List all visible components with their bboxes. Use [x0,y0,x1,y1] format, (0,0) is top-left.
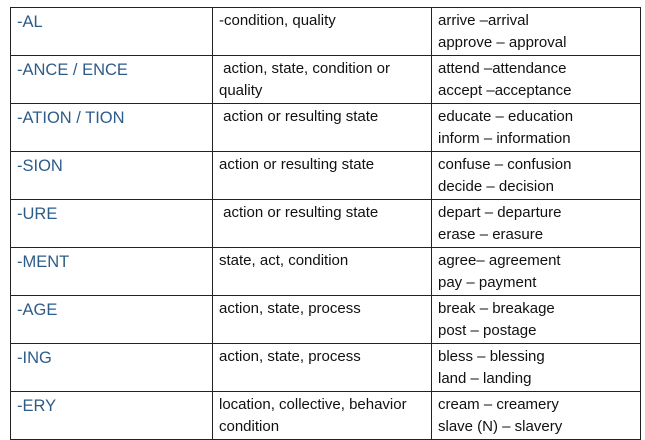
examples-cell: agree– agreement pay – payment [431,247,641,296]
example-pair: decide – decision [438,178,554,195]
example-pair: educate – education [438,108,574,125]
suffix-cell: -SION [10,151,213,200]
examples-cell: attend –attendance accept –acceptance [431,55,641,104]
suffix-cell: -ANCE / ENCE [10,55,213,104]
suffix-cell: -MENT [10,247,213,296]
examples-cell: bless – blessing land – landing [431,343,641,392]
example-pair: break – breakage [438,300,555,317]
example-pair: depart – departure [438,204,562,221]
suffix-cell: -ERY [10,391,213,440]
meaning-cell: action, state, condition or quality [212,55,432,104]
example-pair: accept –acceptance [438,82,572,99]
table-row: -SION action or resulting state confuse – … [10,151,641,200]
examples-cell: cream – creamery slave (N) – slavery [431,391,641,440]
examples-cell: arrive –arrival approve – approval [431,7,641,56]
suffix-cell: -AL [10,7,213,56]
example-pair: bless – blessing [438,348,545,365]
suffix-cell: -AGE [10,295,213,344]
meaning-cell: action or resulting state [212,151,432,200]
example-pair: inform – information [438,130,571,147]
example-pair: cream – creamery [438,396,559,413]
table-row: -MENT state, act, condition agree– agreeme… [10,247,641,296]
table-row: -ERY location, collective, behavior condi… [10,391,641,440]
table-body: -AL -condition, quality arrive –arrival app… [10,7,641,440]
table-row: -ING action, state, process bless – blessi… [10,343,641,392]
example-pair: arrive –arrival [438,12,529,29]
table-row: -ANCE / ENCE action, state, condition or… [10,55,641,104]
examples-cell: depart – departure erase – erasure [431,199,641,248]
meaning-cell: action or resulting state [212,103,432,152]
table-row: -AL -condition, quality arrive –arrival app… [10,7,641,56]
table-row: -ATION / TION action or resulting state e… [10,103,641,152]
meaning-cell: action or resulting state [212,199,432,248]
suffix-table: -AL -condition, quality arrive –arrival app… [10,7,641,440]
examples-cell: educate – education inform – information [431,103,641,152]
meaning-cell: -condition, quality [212,7,432,56]
table-row: -AGE action, state, process break – breaka… [10,295,641,344]
example-pair: pay – payment [438,274,537,291]
example-pair: erase – erasure [438,226,544,243]
meaning-cell: action, state, process [212,295,432,344]
example-pair: post – postage [438,322,537,339]
suffix-cell: -URE [10,199,213,248]
suffix-cell: -ING [10,343,213,392]
example-pair: agree– agreement [438,252,561,269]
meaning-cell: state, act, condition [212,247,432,296]
example-pair: attend –attendance [438,60,567,77]
suffix-cell: -ATION / TION [10,103,213,152]
example-pair: land – landing [438,370,532,387]
examples-cell: confuse – confusion decide – decision [431,151,641,200]
example-pair: approve – approval [438,34,567,51]
meaning-cell: location, collective, behavior condition [212,391,432,440]
example-pair: confuse – confusion [438,156,572,173]
table-row: -URE action or resulting state depart – d… [10,199,641,248]
example-pair: slave (N) – slavery [438,418,563,435]
examples-cell: break – breakage post – postage [431,295,641,344]
meaning-cell: action, state, process [212,343,432,392]
